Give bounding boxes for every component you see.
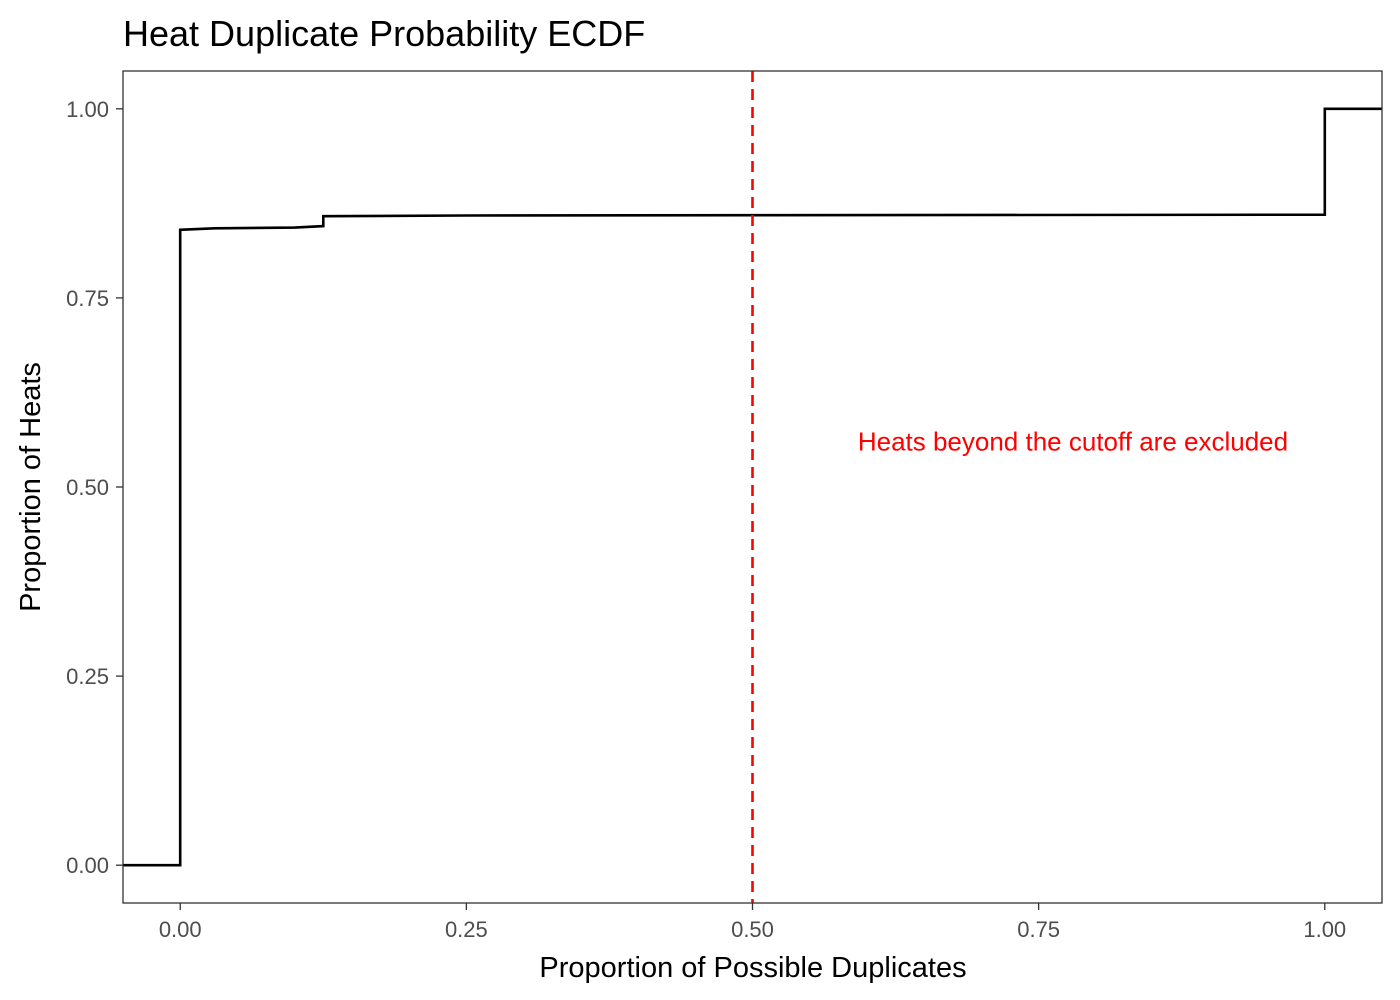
y-tick-label: 0.75 bbox=[66, 286, 109, 311]
y-tick-label: 0.00 bbox=[66, 853, 109, 878]
x-tick-label: 0.50 bbox=[731, 917, 774, 942]
x-axis: 0.00 0.25 0.50 0.75 1.00 bbox=[159, 903, 1346, 942]
chart-title: Heat Duplicate Probability ECDF bbox=[123, 13, 645, 54]
y-tick-label: 1.00 bbox=[66, 97, 109, 122]
plot-panel-border bbox=[122, 70, 1383, 904]
x-tick-label: 0.75 bbox=[1017, 917, 1060, 942]
cutoff-annotation: Heats beyond the cutoff are excluded bbox=[858, 427, 1288, 457]
y-axis: 0.00 0.25 0.50 0.75 1.00 bbox=[66, 97, 123, 878]
x-tick-label: 0.00 bbox=[159, 917, 202, 942]
x-tick-label: 1.00 bbox=[1303, 917, 1346, 942]
x-tick-label: 0.25 bbox=[445, 917, 488, 942]
x-axis-title: Proportion of Possible Duplicates bbox=[539, 952, 966, 984]
y-tick-label: 0.25 bbox=[66, 664, 109, 689]
y-tick-label: 0.50 bbox=[66, 475, 109, 500]
ecdf-step-line bbox=[123, 107, 1382, 867]
y-axis-title: Proportion of Heats bbox=[15, 362, 47, 612]
